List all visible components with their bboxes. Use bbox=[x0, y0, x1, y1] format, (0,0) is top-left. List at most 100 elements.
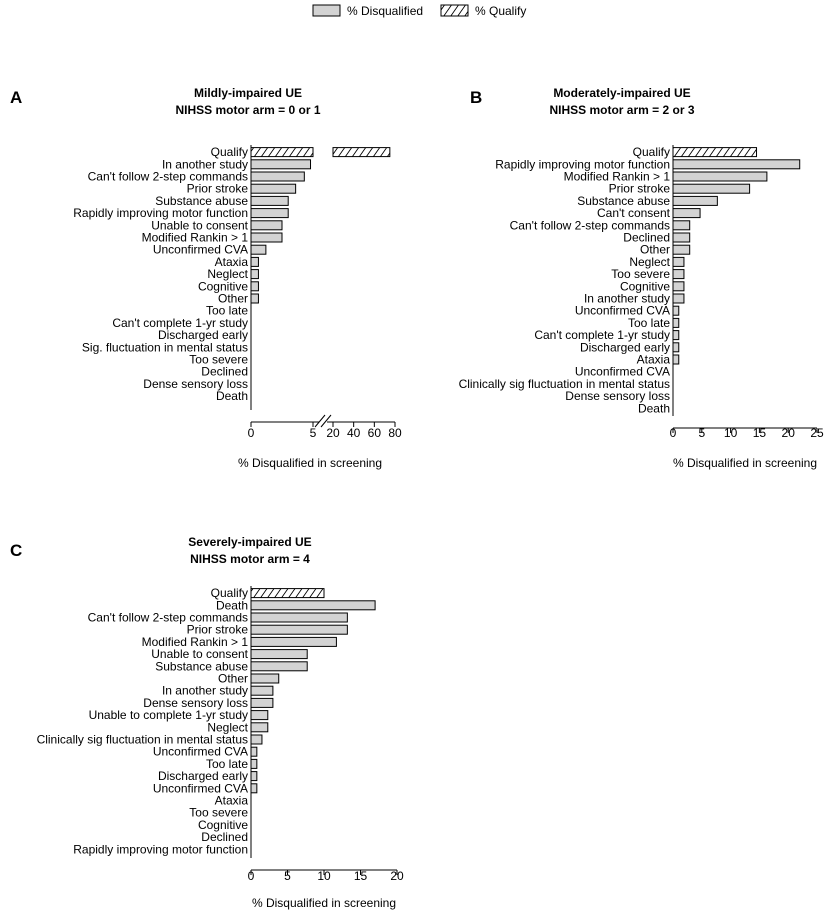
bar bbox=[250, 710, 269, 721]
category-label: Too late bbox=[206, 304, 248, 318]
category-label: Can't follow 2-step commands bbox=[88, 170, 248, 184]
bar bbox=[250, 220, 283, 231]
bar-qualify bbox=[250, 147, 314, 158]
category-label: Dense sensory loss bbox=[565, 389, 670, 403]
bar bbox=[250, 171, 305, 182]
category-label: Discharged early bbox=[580, 340, 670, 354]
bar bbox=[672, 281, 685, 292]
category-label: Clinically sig fluctuation in mental sta… bbox=[37, 733, 248, 747]
bar bbox=[250, 269, 259, 280]
panel-letter-a: A bbox=[10, 88, 22, 107]
category-label: Modified Rankin > 1 bbox=[564, 170, 671, 184]
category-label: Too severe bbox=[611, 267, 670, 281]
bar bbox=[672, 330, 680, 341]
panel-title-a: Mildly-impaired UE bbox=[194, 86, 302, 100]
panel-title-b: Moderately-impaired UE bbox=[553, 86, 690, 100]
x-axis-title-a: % Disqualified in screening bbox=[238, 456, 382, 470]
category-label: Cognitive bbox=[620, 279, 670, 293]
bar bbox=[250, 293, 259, 304]
category-label: Qualify bbox=[633, 145, 670, 159]
x-tick-label: 25 bbox=[810, 426, 824, 440]
category-label: Can't consent bbox=[597, 206, 671, 220]
category-label: Death bbox=[216, 389, 248, 403]
category-label: Unable to consent bbox=[151, 647, 248, 661]
bar bbox=[250, 771, 258, 782]
bar bbox=[250, 685, 274, 696]
category-label: Other bbox=[218, 672, 248, 686]
category-label: Discharged early bbox=[158, 769, 248, 783]
category-label: Clinically sig fluctuation in mental sta… bbox=[459, 377, 670, 391]
bar bbox=[250, 256, 259, 267]
x-tick-label: 5 bbox=[284, 869, 291, 883]
bar bbox=[672, 220, 691, 231]
x-tick-label: 0 bbox=[248, 426, 255, 440]
category-label: Neglect bbox=[207, 720, 248, 734]
bar bbox=[250, 195, 289, 206]
bar-qualify-segment-2 bbox=[332, 147, 391, 158]
category-label: Modified Rankin > 1 bbox=[142, 635, 249, 649]
bar bbox=[250, 244, 267, 255]
legend: % Disqualified % Qualify bbox=[312, 4, 526, 18]
category-label: Too late bbox=[628, 316, 670, 330]
bar bbox=[672, 208, 701, 219]
category-label: Discharged early bbox=[158, 328, 248, 342]
category-label: Unconfirmed CVA bbox=[575, 304, 670, 318]
bar bbox=[672, 342, 680, 353]
category-label: Sig. fluctuation in mental status bbox=[82, 340, 248, 354]
category-label: Qualify bbox=[211, 145, 248, 159]
category-label: Ataxia bbox=[637, 353, 671, 367]
category-label: Qualify bbox=[211, 586, 248, 600]
legend-label-disqualified: % Disqualified bbox=[347, 4, 423, 18]
category-label: Prior stroke bbox=[187, 182, 249, 196]
x-tick-label: 80 bbox=[388, 426, 402, 440]
category-label: Unconfirmed CVA bbox=[575, 365, 670, 379]
panel-subtitle-b: NIHSS motor arm = 2 or 3 bbox=[549, 103, 694, 117]
bar bbox=[672, 317, 680, 328]
bar-qualify bbox=[672, 147, 758, 158]
category-label: Too severe bbox=[189, 353, 248, 367]
bar bbox=[672, 159, 801, 170]
x-axis-title-b: % Disqualified in screening bbox=[673, 456, 817, 470]
x-tick-label: 15 bbox=[753, 426, 767, 440]
bar bbox=[250, 673, 280, 684]
bar bbox=[250, 649, 308, 660]
panel-letter-c: C bbox=[10, 541, 22, 560]
bar bbox=[672, 269, 685, 280]
category-label: In another study bbox=[162, 684, 248, 698]
bar bbox=[672, 256, 685, 267]
bar bbox=[250, 208, 289, 219]
category-label: Other bbox=[218, 292, 248, 306]
bar bbox=[672, 244, 691, 255]
category-label: Dense sensory loss bbox=[143, 377, 248, 391]
bar bbox=[250, 232, 283, 243]
category-label: Substance abuse bbox=[155, 659, 248, 673]
category-label: Prior stroke bbox=[609, 182, 671, 196]
bar bbox=[672, 195, 718, 206]
bar bbox=[672, 293, 685, 304]
x-tick-label: 60 bbox=[368, 426, 382, 440]
axis-break-mark bbox=[314, 414, 326, 428]
panel-subtitle-c: NIHSS motor arm = 4 bbox=[190, 552, 310, 566]
panel-a-chart: A Mildly-impaired UE NIHSS motor arm = 0 o… bbox=[10, 86, 402, 470]
legend-label-qualify: % Qualify bbox=[475, 4, 526, 18]
category-label: Substance abuse bbox=[155, 194, 248, 208]
axis-break-mark bbox=[320, 414, 332, 428]
category-label: Can't follow 2-step commands bbox=[88, 611, 248, 625]
category-label: Cognitive bbox=[198, 279, 248, 293]
category-label: Can't complete 1-yr study bbox=[112, 316, 248, 330]
category-label: Can't follow 2-step commands bbox=[510, 218, 670, 232]
x-tick-label: 10 bbox=[724, 426, 738, 440]
category-label: In another study bbox=[584, 292, 670, 306]
category-label: Rapidly improving motor function bbox=[495, 157, 670, 171]
bar bbox=[250, 697, 274, 708]
x-axis-title-c: % Disqualified in screening bbox=[252, 896, 396, 910]
x-tick-label: 20 bbox=[782, 426, 796, 440]
category-label: Too late bbox=[206, 757, 248, 771]
x-tick-label: 20 bbox=[326, 426, 340, 440]
category-label: Death bbox=[216, 598, 248, 612]
category-label: Too severe bbox=[189, 806, 248, 820]
panel-subtitle-a: NIHSS motor arm = 0 or 1 bbox=[175, 103, 320, 117]
bar bbox=[250, 281, 259, 292]
bar bbox=[672, 171, 768, 182]
